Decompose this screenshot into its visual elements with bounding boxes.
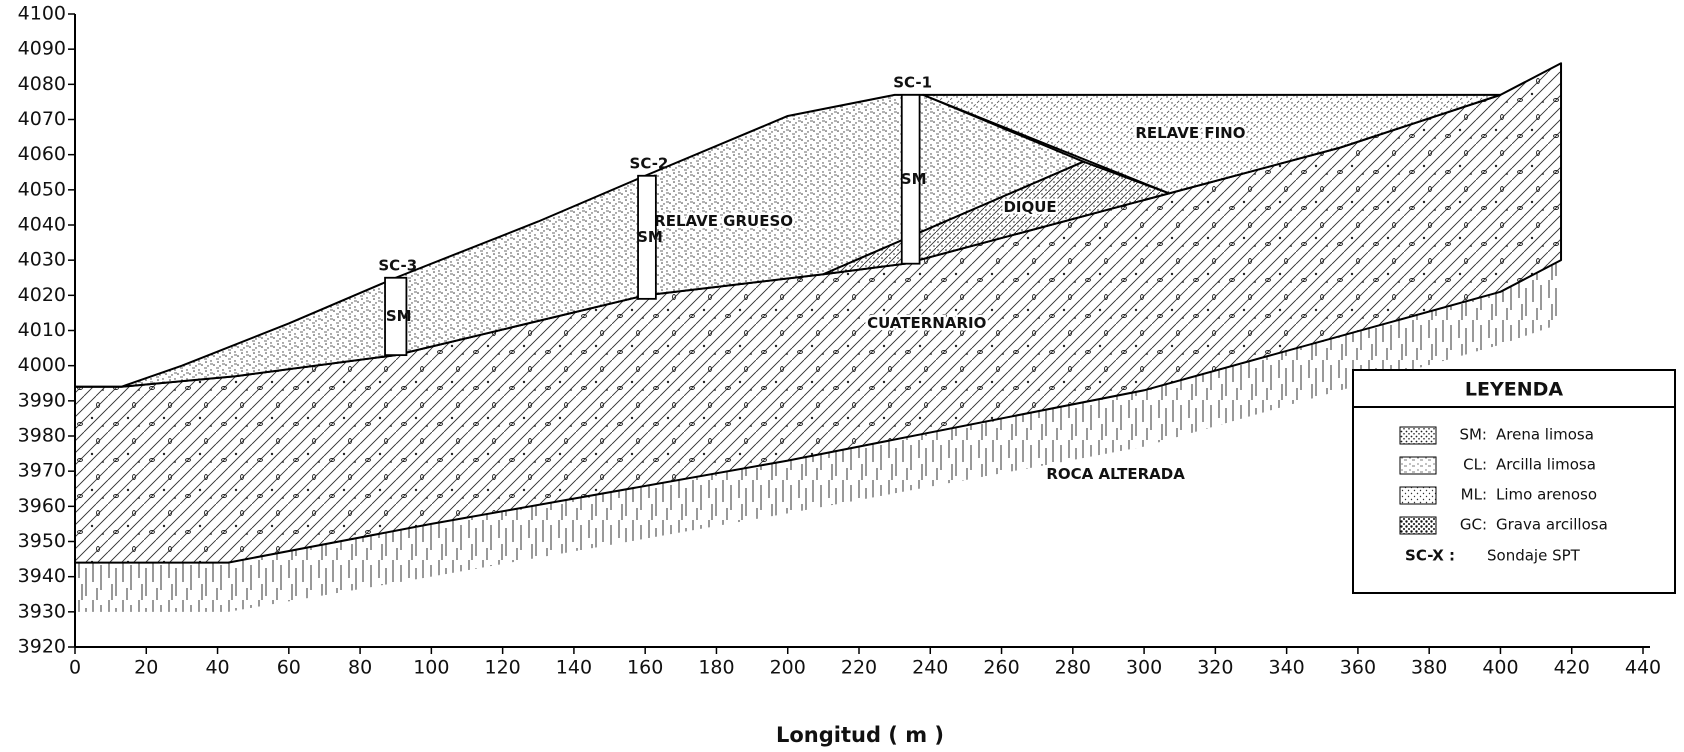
y-tick-label: 4000 bbox=[18, 354, 66, 376]
borehole-name: SC-1 bbox=[893, 73, 932, 91]
x-tick-label: 100 bbox=[413, 657, 449, 679]
x-tick-label: 180 bbox=[698, 657, 734, 679]
x-tick-label: 420 bbox=[1554, 657, 1590, 679]
borehole bbox=[900, 93, 921, 265]
y-tick-label: 3920 bbox=[18, 636, 66, 658]
unit-label: ROCA ALTERADA bbox=[1046, 465, 1185, 483]
legend-swatch bbox=[1399, 456, 1437, 475]
legend-text: Limo arenoso bbox=[1496, 486, 1597, 504]
legend-code: GC: bbox=[1460, 516, 1487, 534]
borehole bbox=[637, 174, 657, 300]
geologic-unit bbox=[74, 93, 1085, 388]
borehole-soil: SM bbox=[637, 228, 663, 246]
x-tick-label: 300 bbox=[1126, 657, 1162, 679]
y-tick-label: 4020 bbox=[18, 284, 66, 306]
legend-text: Arcilla limosa bbox=[1496, 456, 1596, 474]
y-tick-label: 3930 bbox=[18, 600, 66, 622]
x-tick-label: 60 bbox=[277, 657, 301, 679]
x-tick-label: 380 bbox=[1411, 657, 1447, 679]
borehole bbox=[384, 276, 408, 357]
y-tick-label: 3940 bbox=[18, 565, 66, 587]
y-tick-label: 4080 bbox=[18, 73, 66, 95]
x-tick-label: 280 bbox=[1055, 657, 1091, 679]
y-tick-label: 4100 bbox=[18, 3, 66, 25]
x-axis-label: Longitud ( m ) bbox=[776, 723, 944, 747]
geologic-unit bbox=[922, 93, 1502, 195]
y-tick-label: 4060 bbox=[18, 143, 66, 165]
legend-swatch bbox=[1399, 426, 1437, 445]
y-tick-label: 3970 bbox=[18, 460, 66, 482]
y-tick-label: 4050 bbox=[18, 178, 66, 200]
y-tick-label: 4040 bbox=[18, 214, 66, 236]
x-tick-label: 220 bbox=[841, 657, 877, 679]
x-tick-label: 320 bbox=[1197, 657, 1233, 679]
y-tick-label: 3960 bbox=[18, 495, 66, 517]
legend-text: Sondaje SPT bbox=[1487, 547, 1581, 565]
unit-label: DIQUE bbox=[1003, 198, 1056, 216]
x-tick-label: 0 bbox=[69, 657, 81, 679]
geologic-unit bbox=[75, 260, 1562, 612]
x-tick-label: 20 bbox=[134, 657, 158, 679]
legend-swatch bbox=[1399, 516, 1437, 535]
borehole-name: SC-3 bbox=[378, 256, 417, 274]
y-tick-label: 4070 bbox=[18, 108, 66, 130]
x-tick-label: 80 bbox=[348, 657, 372, 679]
y-tick-label: 3950 bbox=[18, 530, 66, 552]
x-tick-label: 140 bbox=[556, 657, 592, 679]
x-tick-label: 40 bbox=[205, 657, 229, 679]
borehole-name: SC-2 bbox=[630, 154, 669, 172]
units: ROCA ALTERADA CUATERNARIO RELAVE GRUESO DIQ… bbox=[74, 62, 1563, 612]
legend-text: Arena limosa bbox=[1496, 426, 1594, 444]
legend-swatch bbox=[1399, 486, 1437, 505]
x-tick-label: 200 bbox=[770, 657, 806, 679]
borehole-soil: SM bbox=[386, 307, 412, 325]
x-tick-label: 340 bbox=[1269, 657, 1305, 679]
y-tick-label: 4090 bbox=[18, 38, 66, 60]
unit-label: RELAVE FINO bbox=[1135, 124, 1245, 142]
unit-label: CUATERNARIO bbox=[867, 314, 986, 332]
y-tick-label: 4030 bbox=[18, 249, 66, 271]
x-tick-label: 440 bbox=[1625, 657, 1661, 679]
boreholes: SC-3 SM SC-2 SM SC-1 SM bbox=[378, 73, 932, 357]
x-tick-label: 240 bbox=[912, 657, 948, 679]
y-tick-label: 3990 bbox=[18, 389, 66, 411]
legend-code: ML: bbox=[1461, 486, 1487, 504]
legend: LEYENDA SM: Arena limosa CL: Arcilla limosa… bbox=[1352, 369, 1676, 594]
borehole-soil: SM bbox=[901, 170, 927, 188]
x-tick-label: 160 bbox=[627, 657, 663, 679]
legend-text: Grava arcillosa bbox=[1496, 516, 1608, 534]
legend-code: CL: bbox=[1463, 456, 1487, 474]
legend-title: LEYENDA bbox=[1465, 379, 1563, 401]
axes: 3920393039403950396039703980399040004010… bbox=[18, 3, 1661, 679]
y-tick-label: 3980 bbox=[18, 425, 66, 447]
legend-code: SM: bbox=[1459, 426, 1487, 444]
x-tick-label: 120 bbox=[485, 657, 521, 679]
x-tick-label: 260 bbox=[983, 657, 1019, 679]
x-tick-label: 360 bbox=[1340, 657, 1376, 679]
unit-label: RELAVE GRUESO bbox=[654, 212, 793, 230]
legend-code: SC-X : bbox=[1405, 547, 1455, 565]
x-tick-label: 400 bbox=[1482, 657, 1518, 679]
y-tick-label: 4010 bbox=[18, 319, 66, 341]
